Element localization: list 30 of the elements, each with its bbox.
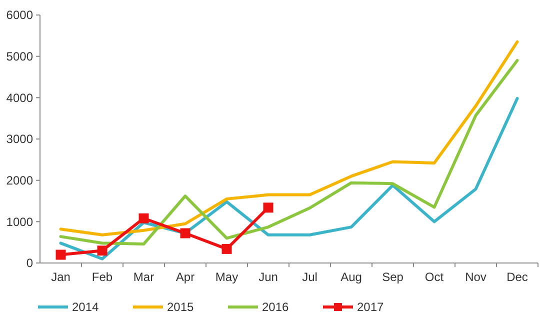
point [180, 228, 190, 238]
x-tick-label: Jul [302, 270, 318, 284]
x-tick-label: Jan [51, 270, 70, 284]
legend-label: 2014 [72, 300, 100, 314]
x-tick-label: Dec [506, 270, 528, 284]
x-tick-label: Sep [382, 270, 404, 284]
point [56, 250, 66, 260]
y-tick-label: 4000 [6, 90, 34, 105]
y-tick-label: 2000 [6, 174, 34, 188]
legend-label: 2017 [357, 300, 384, 314]
point [97, 246, 108, 256]
y-tick-label: 0 [26, 256, 34, 270]
y-tick-label: 1000 [6, 214, 34, 229]
y-tick-label: 5000 [6, 50, 34, 64]
x-tick-label: Jun [258, 270, 278, 284]
x-tick-label: Apr [176, 270, 195, 284]
y-tick-label: 6000 [6, 8, 34, 22]
y-tick-label: 3000 [6, 132, 34, 146]
line-series [59, 96, 519, 260]
x-tick-label: Nov [465, 270, 486, 284]
legend-label: 2015 [167, 300, 194, 314]
x-tick-label: Oct [424, 270, 444, 284]
x-tick-label: May [215, 270, 238, 284]
x-tick-label: Mar [133, 270, 154, 284]
x-tick-label: Feb [92, 270, 113, 284]
point [263, 202, 274, 213]
point [138, 213, 149, 224]
x-tick-label: Aug [340, 270, 362, 284]
point [222, 244, 232, 254]
legend-label: 2016 [262, 300, 290, 314]
